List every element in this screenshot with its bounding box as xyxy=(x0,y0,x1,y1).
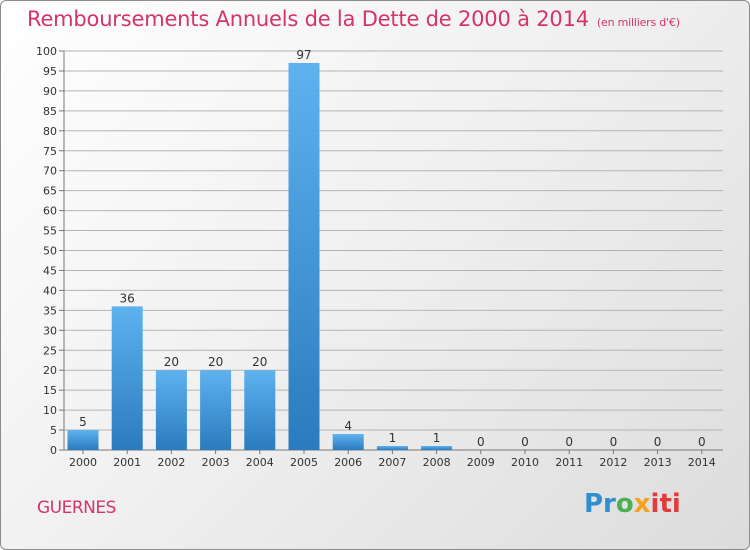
y-tick-label: 65 xyxy=(43,185,57,198)
bar xyxy=(155,370,187,450)
y-tick-label: 5 xyxy=(50,424,57,437)
town-name: GUERNES xyxy=(37,498,116,518)
x-tick-label: 2014 xyxy=(688,456,716,469)
x-tick-label: 2009 xyxy=(467,456,495,469)
bar-value-label: 0 xyxy=(565,435,573,449)
label-layer: 5 2000 36 2001 20 2002 20 2003 20 2004 97 2005 4 2006… xyxy=(69,48,716,469)
y-tick-label: 80 xyxy=(43,125,57,138)
y-tick-label: 55 xyxy=(43,225,57,238)
y-tick-label: 40 xyxy=(43,284,57,297)
y-tick-label: 25 xyxy=(43,344,57,357)
x-tick-label: 2003 xyxy=(202,456,230,469)
x-tick-label: 2013 xyxy=(644,456,672,469)
y-tick-label: 10 xyxy=(43,404,57,417)
y-tick-label: 35 xyxy=(43,304,57,317)
bar xyxy=(111,306,143,450)
bar-value-label: 0 xyxy=(477,435,485,449)
x-tick-label: 2011 xyxy=(555,456,583,469)
y-tick-label: 75 xyxy=(43,145,57,158)
y-tick-label: 60 xyxy=(43,205,57,218)
chart-title-text: Remboursements Annuels de la Dette de 20… xyxy=(27,7,589,31)
logo-part-3: x xyxy=(633,489,651,519)
bar-layer xyxy=(67,62,453,450)
x-tick-label: 2007 xyxy=(378,456,406,469)
bar-value-label: 1 xyxy=(433,431,441,445)
x-tick-label: 2012 xyxy=(599,456,627,469)
x-tick-label: 2004 xyxy=(246,456,274,469)
bar-value-label: 5 xyxy=(79,415,87,429)
bar xyxy=(200,370,232,450)
x-tick-label: 2006 xyxy=(334,456,362,469)
y-tick-label: 20 xyxy=(43,364,57,377)
bar-value-label: 20 xyxy=(164,355,179,369)
y-tick-label: 45 xyxy=(43,264,57,277)
y-tick-label: 30 xyxy=(43,324,57,337)
bar-value-label: 20 xyxy=(252,355,267,369)
bar-value-label: 4 xyxy=(344,419,352,433)
x-tick-label: 2005 xyxy=(290,456,318,469)
y-tick-label: 15 xyxy=(43,384,57,397)
bar xyxy=(288,62,320,450)
x-tick-label: 2010 xyxy=(511,456,539,469)
x-tick-label: 2002 xyxy=(157,456,185,469)
x-tick-label: 2008 xyxy=(423,456,451,469)
y-tick-label: 70 xyxy=(43,165,57,178)
logo-part-4: iti xyxy=(650,489,681,519)
y-tick-label: 95 xyxy=(43,65,57,78)
chart-unit: (en milliers d'€) xyxy=(596,16,680,29)
bar xyxy=(332,434,364,450)
logo-part-1: Pr xyxy=(584,489,616,519)
y-tick-label: 85 xyxy=(43,105,57,118)
bar-value-label: 1 xyxy=(389,431,397,445)
bar-value-label: 97 xyxy=(296,48,311,62)
logo-part-2: o xyxy=(615,489,634,519)
bar-value-label: 36 xyxy=(120,291,135,305)
x-tick-label: 2001 xyxy=(113,456,141,469)
bar-value-label: 0 xyxy=(654,435,662,449)
bar-value-label: 0 xyxy=(698,435,706,449)
proxiti-logo: Proxiti xyxy=(584,489,681,519)
bar xyxy=(421,446,453,450)
chart-title: Remboursements Annuels de la Dette de 20… xyxy=(27,7,680,31)
bar xyxy=(244,370,276,450)
bar-value-label: 20 xyxy=(208,355,223,369)
bar xyxy=(67,430,99,450)
bar-value-label: 0 xyxy=(610,435,618,449)
y-tick-label: 50 xyxy=(43,245,57,258)
y-tick-label: 90 xyxy=(43,85,57,98)
bar xyxy=(376,446,408,450)
y-tick-label: 0 xyxy=(50,444,57,457)
x-tick-label: 2000 xyxy=(69,456,97,469)
bar-value-label: 0 xyxy=(521,435,529,449)
y-tick-label: 100 xyxy=(36,45,57,58)
